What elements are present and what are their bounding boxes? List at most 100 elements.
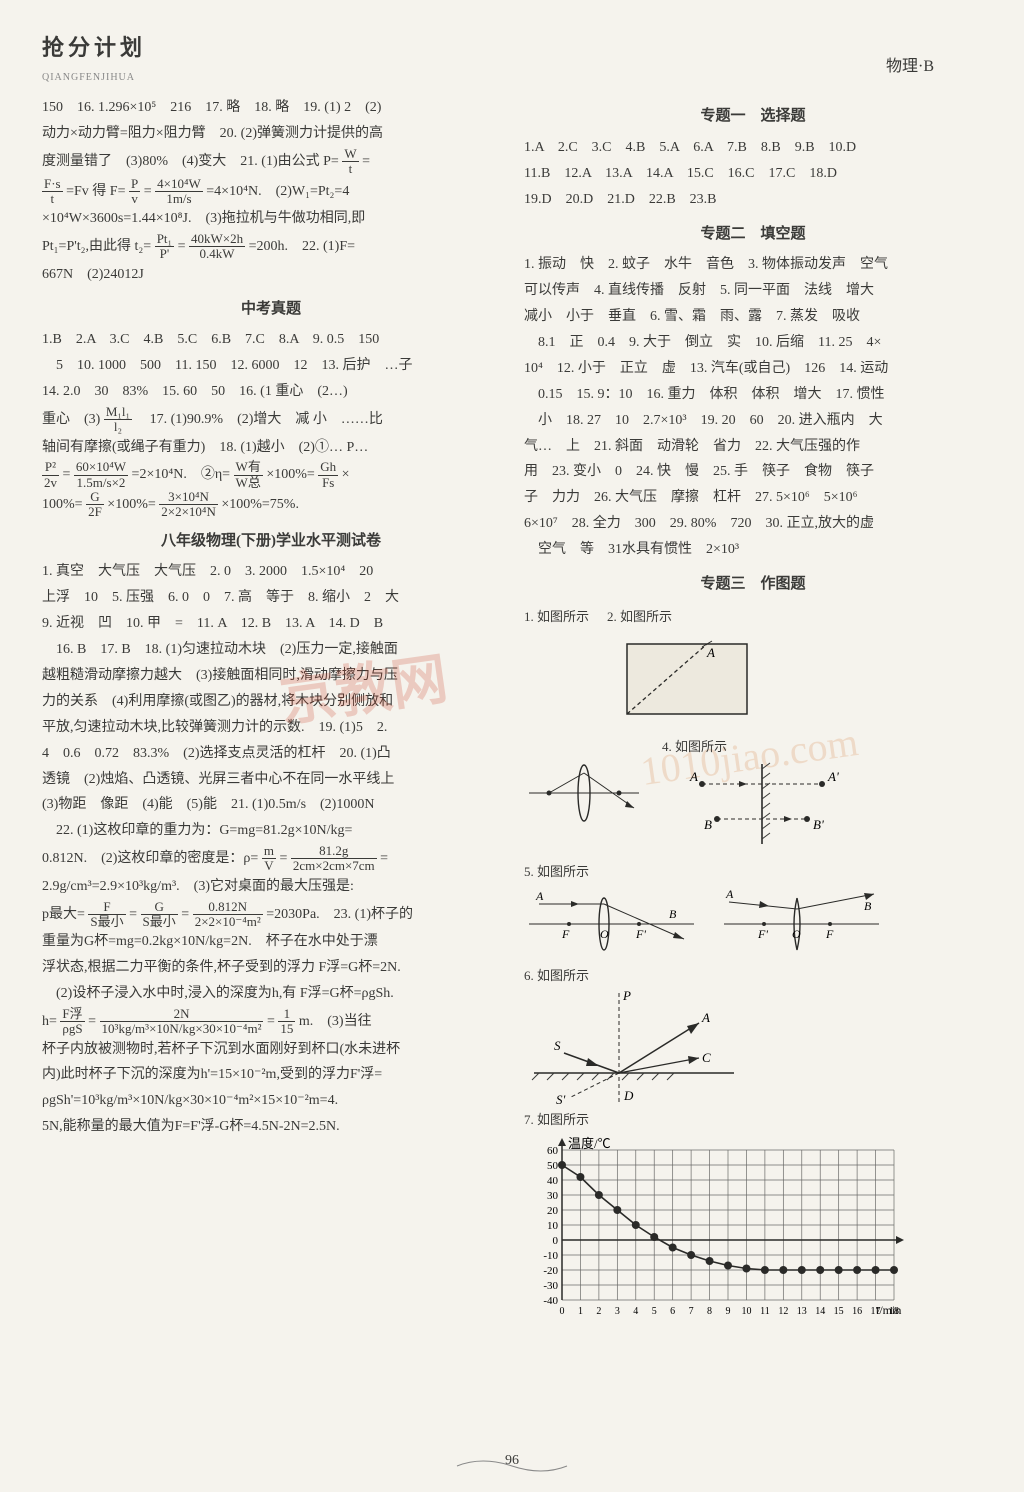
refraction-diagram-icon: P S A C S' D: [524, 988, 744, 1108]
svg-text:B: B: [704, 817, 712, 832]
text: =: [362, 154, 370, 169]
figure-label: 6. 如图所示: [524, 964, 982, 988]
fraction: 60×10⁴W1.5m/s×2: [74, 460, 128, 490]
text: =2×10⁴N. ②η=: [132, 467, 231, 482]
line: 150 16. 1.296×10⁵ 216 17. 略 18. 略 19. (1…: [42, 95, 500, 121]
line: 14. 2.0 30 83% 15. 60 50 16. (1 重心 (2…): [42, 379, 500, 405]
svg-text:4: 4: [633, 1306, 638, 1317]
figure-row-1: 1. 如图所示 2. 如图所示 A: [524, 605, 982, 729]
text: ×100%=75%.: [221, 497, 299, 512]
text: =: [279, 851, 287, 866]
subject-label: 物理·B: [886, 52, 934, 82]
svg-text:8: 8: [707, 1306, 712, 1317]
figure-label: 1. 如图所示: [524, 605, 589, 629]
line: 越粗糙滑动摩擦力越大 (3)接触面相同时,滑动摩擦力与压: [42, 663, 500, 689]
line: 透镜 (2)烛焰、凸透镜、光屏三者中心不在同一水平线上: [42, 767, 500, 793]
line: 1. 振动 快 2. 蚊子 水牛 音色 3. 物体振动发声 空气: [524, 252, 982, 278]
svg-text:C: C: [702, 1050, 711, 1065]
text: 0.812N. (2)这枚印章的密度是：ρ=: [42, 851, 258, 866]
figure-label: 2. 如图所示: [607, 605, 767, 629]
lens-ray-diagram-icon: F F' O A B F' F O A B: [524, 884, 884, 964]
text: =: [63, 467, 71, 482]
line: 2.9g/cm³=2.9×10³kg/m³. (3)它对桌面的最大压强是:: [42, 874, 500, 900]
line: F·st =Fv 得 F= Pv = 4×10⁴W1m/s =4×10⁴N. (…: [42, 177, 500, 207]
line: 19.D 20.D 21.D 22.B 23.B: [524, 187, 982, 213]
text: ×: [342, 467, 350, 482]
line: 1.A 2.C 3.C 4.B 5.A 6.A 7.B 8.B 9.B 10.D: [524, 135, 982, 161]
svg-text:S: S: [554, 1038, 561, 1053]
text: ×100%=: [107, 497, 155, 512]
text: =: [380, 851, 388, 866]
line: 100%= G2F ×100%= 3×10⁴N2×2×10⁴N ×100%=75…: [42, 490, 500, 520]
svg-text:-30: -30: [543, 1280, 558, 1292]
svg-text:16: 16: [852, 1306, 862, 1317]
svg-text:B': B': [813, 817, 824, 832]
title-main: 抢分计划: [42, 28, 982, 69]
svg-text:10: 10: [741, 1306, 751, 1317]
fraction: F·st: [42, 177, 63, 207]
text: =: [129, 907, 137, 922]
svg-text:1: 1: [578, 1306, 583, 1317]
figure-4: 4. 如图所示 A B A' B': [662, 735, 882, 854]
svg-text:P: P: [622, 988, 631, 1003]
svg-text:30: 30: [547, 1190, 559, 1202]
svg-text:60: 60: [547, 1145, 559, 1157]
line: 小 18. 27 10 2.7×10³ 19. 20 60 20. 进入瓶内 大: [524, 408, 982, 434]
svg-text:11: 11: [760, 1306, 770, 1317]
fraction: 40kW×2h0.4kW: [189, 232, 245, 262]
figure-label: 4. 如图所示: [662, 735, 882, 759]
svg-text:A: A: [706, 645, 715, 660]
line: 0.15 15. 9：10 16. 重力 体积 体积 增大 17. 惯性: [524, 382, 982, 408]
line: 力的关系 (4)利用摩擦(或图乙)的器材,将木块分别侧放和: [42, 689, 500, 715]
svg-text:A: A: [689, 769, 698, 784]
fraction: 2N10³kg/m³×10N/kg×30×10⁻⁴m²: [100, 1007, 264, 1037]
svg-text:-20: -20: [543, 1265, 558, 1277]
svg-text:A': A': [827, 769, 839, 784]
page-header: 抢分计划 QIANGFENJIHUA: [42, 28, 982, 87]
fraction: P²2v: [42, 460, 59, 490]
fraction: W有W总: [234, 460, 263, 490]
figure-label: 7. 如图所示: [524, 1108, 982, 1132]
text: h=: [42, 1014, 57, 1029]
svg-text:-10: -10: [543, 1250, 558, 1262]
figure-7: 7. 如图所示 -40-30-20-1001020304050600123456…: [524, 1108, 982, 1322]
text: =200h. 22. (1)F=: [249, 239, 355, 254]
line: 6×10⁷ 28. 全力 300 29. 80% 720 30. 正立,放大的虚: [524, 511, 982, 537]
fraction: F浮ρgS: [60, 1007, 84, 1037]
svg-text:O: O: [792, 927, 801, 941]
line: 气… 上 21. 斜面 动滑轮 省力 22. 大气压强的作: [524, 434, 982, 460]
svg-text:F': F': [757, 927, 768, 941]
figure-lens-small: [524, 753, 644, 854]
svg-text:F: F: [561, 927, 570, 941]
line: Pt₁=P't₂,由此得 t₂= Pt₁P' = 40kW×2h0.4kW =2…: [42, 232, 500, 262]
line: 内)此时杯子下沉的深度为h'=15×10⁻²m,受到的浮力F'浮=: [42, 1062, 500, 1088]
line: 度测量错了 (3)80% (4)变大 21. (1)由公式 P= Wt =: [42, 147, 500, 177]
svg-text:-40: -40: [543, 1295, 558, 1307]
svg-text:D: D: [623, 1088, 634, 1103]
section-title-3: 专题三 作图题: [524, 571, 982, 599]
line: (2)设杯子浸入水中时,浸入的深度为h,有 F浮=G杯=ρgSh.: [42, 981, 500, 1007]
line: 667N (2)24012J: [42, 262, 500, 288]
line: 空气 等 31水具有惯性 2×10³: [524, 537, 982, 563]
fraction: Pt₁P': [155, 232, 174, 262]
title-pinyin: QIANGFENJIHUA: [42, 69, 982, 88]
left-column: 150 16. 1.296×10⁵ 216 17. 略 18. 略 19. (1…: [42, 95, 500, 1322]
svg-text:A: A: [701, 1010, 710, 1025]
line: 0.812N. (2)这枚印章的密度是：ρ= mV = 81.2g2cm×2cm…: [42, 844, 500, 874]
page-number: 96: [505, 1448, 519, 1474]
svg-text:50: 50: [547, 1160, 559, 1172]
line: 重量为G杯=mg=0.2kg×10N/kg=2N. 杯子在水中处于漂: [42, 929, 500, 955]
text: =: [267, 1014, 275, 1029]
line: 杯子内放被测物时,若杯子下沉到水面刚好到杯口(水未进杯: [42, 1037, 500, 1063]
svg-text:t/min: t/min: [876, 1303, 901, 1317]
line: 平放,匀速拉动木块,比较弹簧测力计的示数. 19. (1)5 2.: [42, 715, 500, 741]
svg-text:F: F: [825, 927, 834, 941]
svg-text:15: 15: [834, 1306, 844, 1317]
fraction: M₁l₁l₂: [104, 405, 132, 435]
line: 轴间有摩擦(或绳子有重力) 18. (1)越小 (2)①… P…: [42, 435, 500, 461]
fraction: 4×10⁴W1m/s: [155, 177, 203, 207]
figure-1: 1. 如图所示: [524, 605, 589, 729]
text: =: [144, 184, 152, 199]
svg-text:13: 13: [797, 1306, 807, 1317]
line: 10⁴ 12. 小于 正立 虚 13. 汽车(或自己) 126 14. 运动: [524, 356, 982, 382]
